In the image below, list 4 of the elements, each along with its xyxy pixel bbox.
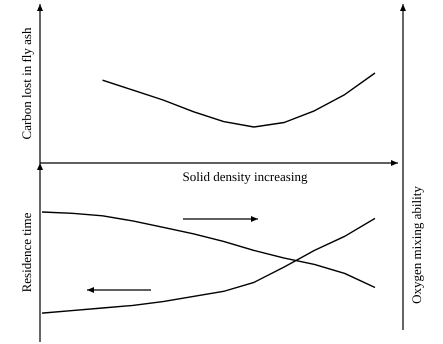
y2-axis-title: Oxygen mixing ability [409, 186, 424, 304]
x-axis-title: Solid density increasing [182, 169, 308, 184]
y-axis-title: Carbon lost in fly ash [19, 27, 34, 140]
y-axis-title: Residence time [19, 212, 34, 292]
